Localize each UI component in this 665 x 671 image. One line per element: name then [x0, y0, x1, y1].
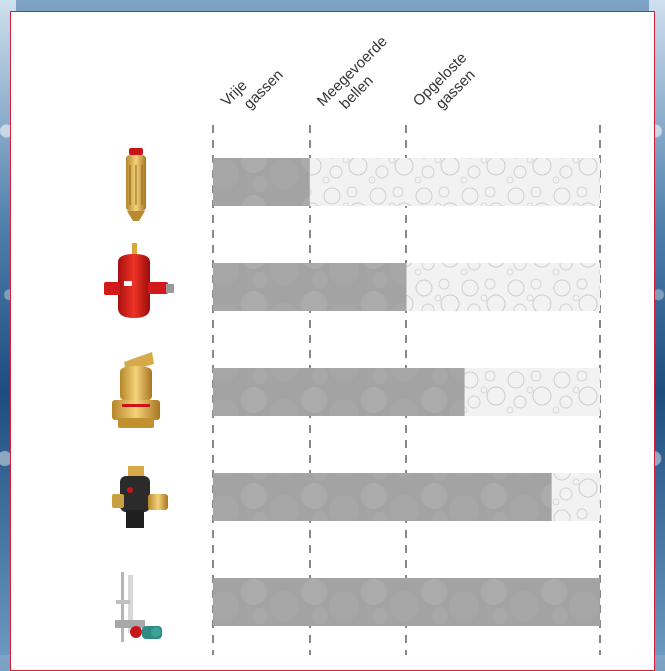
- chart-frame: [10, 11, 655, 671]
- bar-row-5: [213, 578, 600, 626]
- brass-air-separator-icon: [112, 352, 160, 428]
- removed-bubbles: [213, 368, 465, 416]
- bar-row-2: [213, 263, 600, 311]
- bar-row-4: [213, 473, 600, 521]
- removed-bubbles: [213, 473, 552, 521]
- removed-bubbles: [213, 263, 407, 311]
- bar-row-3: [213, 368, 600, 416]
- vacuum-degassing-unit-icon: [115, 572, 162, 642]
- red-air-separator-icon: [104, 243, 174, 318]
- grid-lines: [212, 125, 601, 655]
- bar-row-1: [213, 158, 600, 206]
- vacuum-degasser-valve-icon: [112, 466, 168, 528]
- removed-bubbles: [213, 578, 600, 626]
- bar-rows: [213, 158, 600, 626]
- removed-bubbles: [213, 158, 310, 206]
- automatic-air-vent-icon: [126, 148, 146, 221]
